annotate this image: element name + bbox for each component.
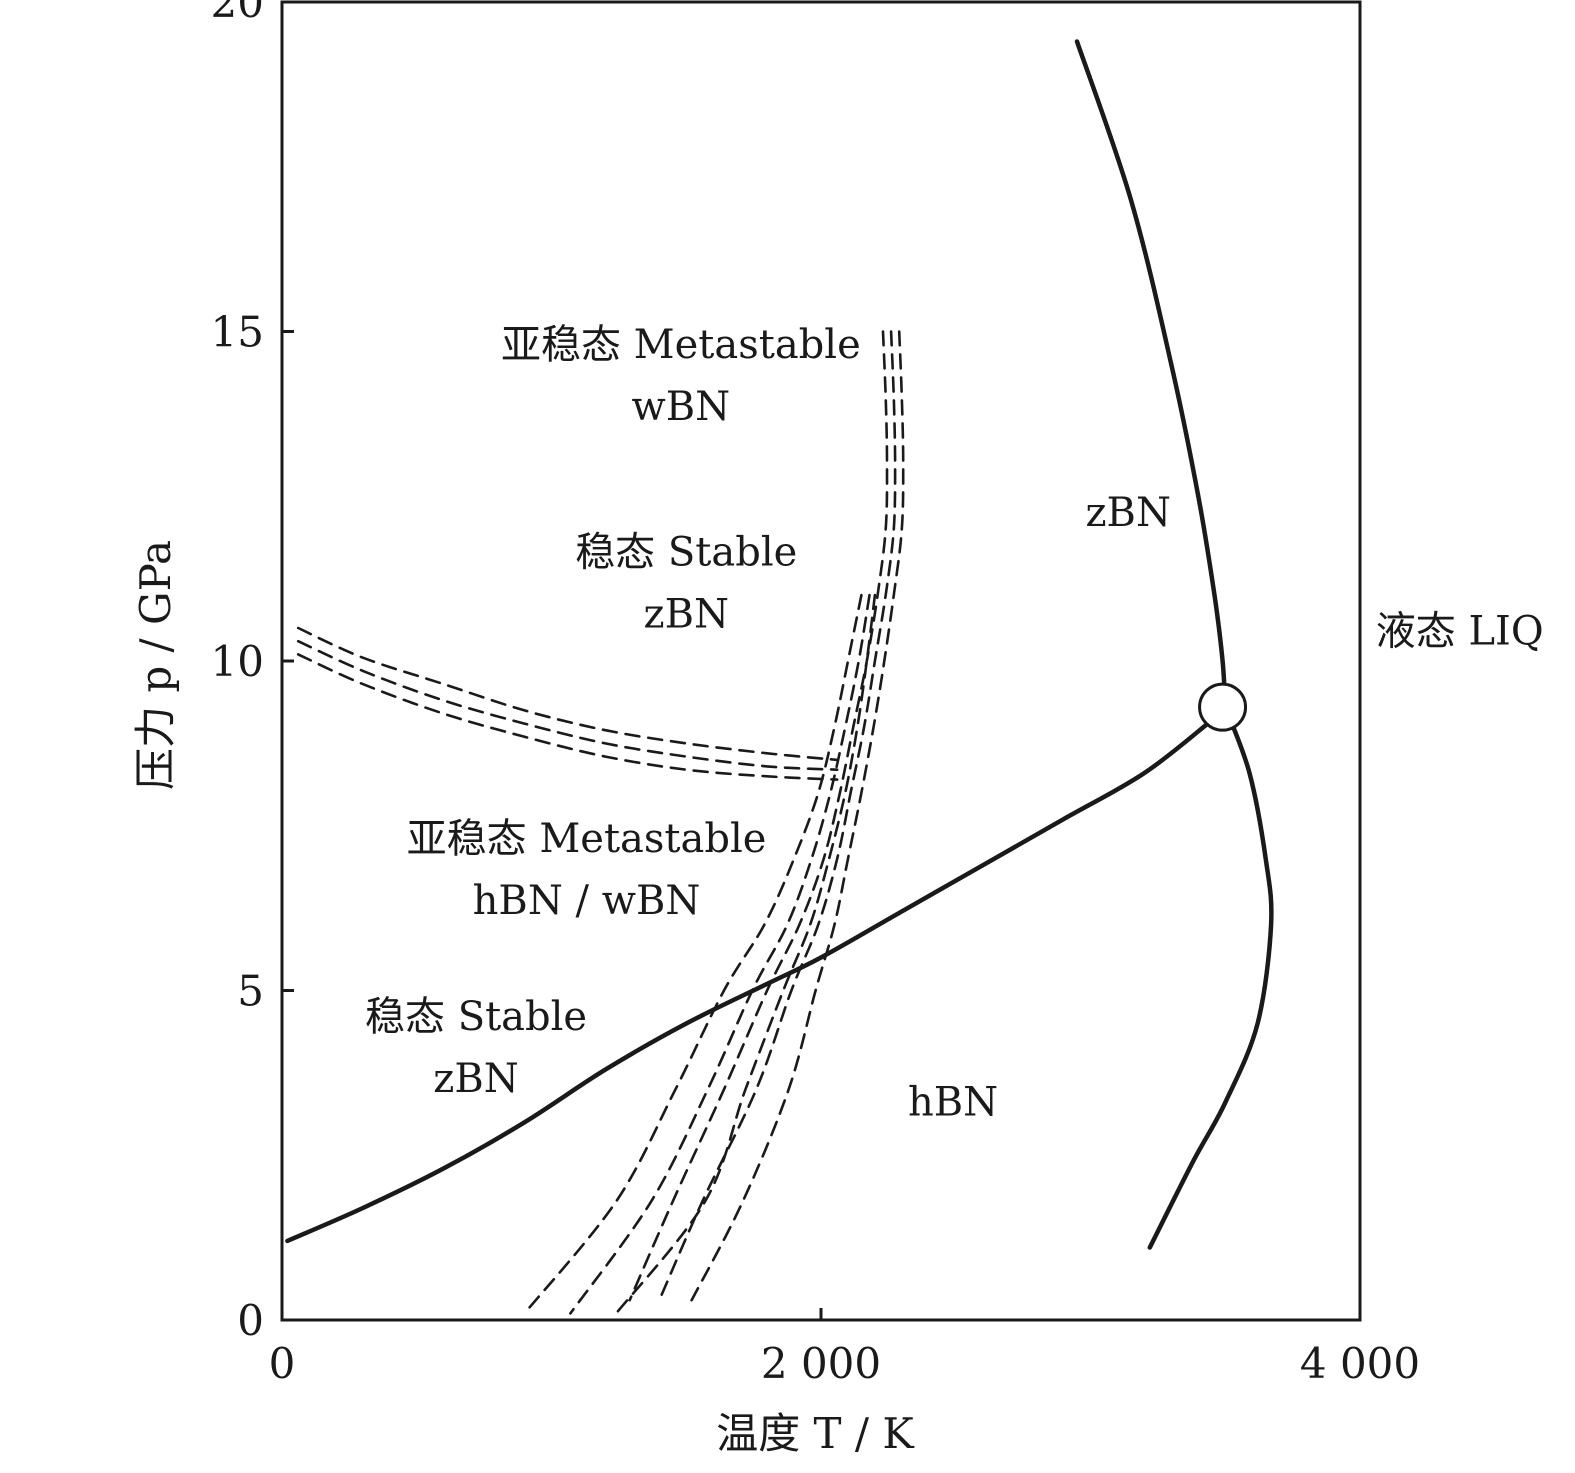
dashed-boundary-line (690, 330, 905, 1302)
region-label: zBN (433, 1056, 518, 1102)
dashed-boundary-line (614, 593, 877, 1315)
plot-area-border (280, 0, 1362, 1322)
y-tick-label: 15 (211, 308, 264, 357)
solid-boundary-line (1147, 704, 1274, 1250)
x-tick-label: 0 (269, 1339, 296, 1388)
region-label: wBN (632, 384, 731, 430)
x-tick-label: 4 000 (1300, 1339, 1420, 1388)
triple-point-marker (1198, 682, 1248, 732)
dashed-boundary-line (296, 653, 839, 781)
region-labels: 亚稳态 Metastable wBN 稳态 Stable zBN 亚稳态 Metasta… (365, 322, 1544, 1126)
x-tick-label: 2 000 (761, 1339, 881, 1388)
dashed-boundary-line (658, 330, 897, 1302)
region-label: 亚稳态 Metastable (501, 322, 861, 368)
dashed-boundary-line (523, 593, 863, 1315)
region-label: 稳态 Stable (575, 529, 797, 575)
region-label: zBN (1085, 490, 1170, 536)
region-label: 亚稳态 Metastable (407, 816, 767, 862)
solid-boundary-line (285, 718, 1215, 1244)
dashed-boundary-line (296, 639, 839, 771)
y-tick-label: 10 (211, 637, 264, 686)
region-label: hBN (908, 1080, 998, 1126)
dashed-boundary-line (569, 593, 871, 1315)
y-tick-label: 0 (237, 1296, 264, 1345)
dashed-boundary-line (296, 626, 839, 762)
dashed-boundary-line (628, 330, 889, 1302)
phase-boundary-layer (285, 39, 1274, 1315)
axis-ticks: 0 2 000 4 000 0 5 10 15 20 (211, 0, 1421, 1388)
y-tick-label: 5 (237, 967, 264, 1016)
plot-frame (280, 0, 1362, 1322)
x-axis-title: 温度 T / K (716, 1409, 915, 1458)
region-label: zBN (644, 591, 729, 637)
region-label: 稳态 Stable (365, 994, 587, 1040)
region-label: hBN / wBN (473, 878, 701, 924)
y-axis-title: 压力 p / GPa (131, 540, 180, 790)
region-label: 液态 LIQ (1376, 609, 1544, 655)
solid-boundary-line (1074, 39, 1228, 710)
y-tick-label: 20 (211, 0, 264, 27)
